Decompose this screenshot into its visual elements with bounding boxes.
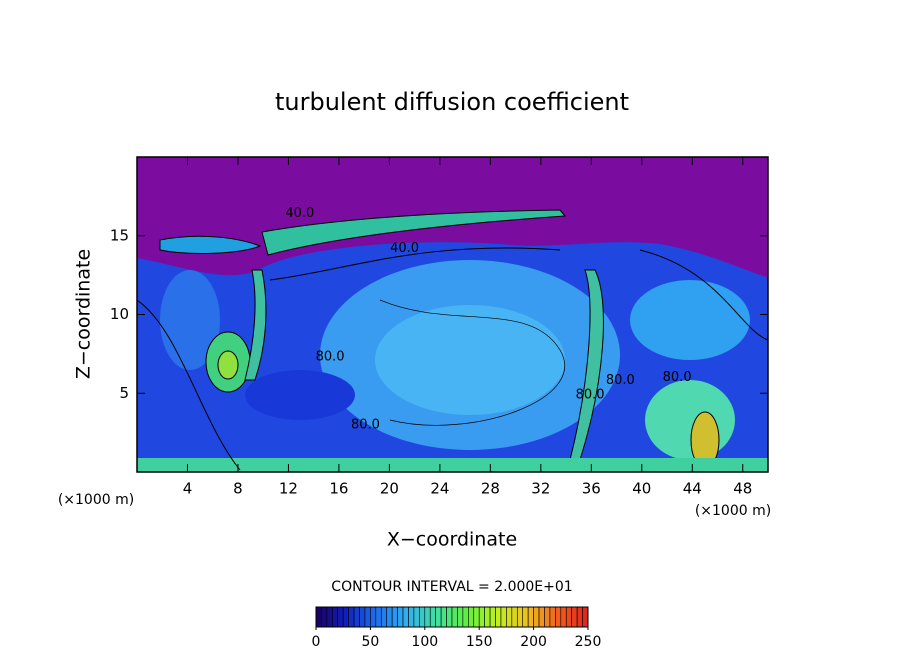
contour-label: 80.0	[606, 373, 635, 388]
colorbar-cell	[386, 606, 393, 628]
colorbar-cell	[500, 606, 507, 628]
y-tick-label: 10	[110, 305, 129, 323]
x-tick-label: 28	[481, 480, 500, 498]
colorbar-cell	[522, 606, 529, 628]
contour-label: 40.0	[390, 241, 419, 256]
colorbar-cell	[364, 606, 371, 628]
colorbar-cell	[516, 606, 524, 628]
colorbar-cell	[370, 606, 377, 628]
x-tick-label: 48	[733, 480, 752, 498]
colorbar-cell	[391, 606, 398, 628]
colorbar-cell	[321, 606, 328, 628]
colorbar-cell	[473, 606, 480, 628]
colorbar-cell	[397, 606, 404, 628]
x-tick-label: 8	[233, 480, 243, 498]
y-axis-unit: (×1000 m)	[58, 492, 134, 508]
colorbar-tick-label: 100	[411, 634, 438, 650]
colorbar-cell	[451, 606, 458, 628]
y-tick-label: 15	[110, 226, 129, 244]
contour-label: 80.0	[351, 417, 380, 432]
colorbar-cell	[549, 606, 556, 628]
colorbar-tick-label: 0	[312, 634, 321, 650]
colorbar-cell	[495, 606, 502, 628]
colorbar-cell	[457, 606, 464, 628]
colorbar-cell	[506, 606, 513, 628]
colorbar-cell	[413, 606, 420, 628]
x-tick-label: 16	[329, 480, 348, 498]
colorbar-cell	[315, 606, 322, 628]
colorbar-cell	[468, 606, 475, 628]
colorbar-tick-label: 150	[466, 634, 493, 650]
colorbar-cell	[560, 606, 567, 628]
x-tick-label: 40	[632, 480, 651, 498]
colorbar-cell	[332, 606, 339, 628]
contour-label: 80.0	[576, 387, 605, 402]
x-tick-label: 44	[683, 480, 702, 498]
colorbar-cell	[446, 606, 453, 628]
x-tick-label: 4	[183, 480, 193, 498]
y-axis-label: Z−coordinate	[73, 249, 95, 379]
x-tick-label: 24	[430, 480, 449, 498]
colorbar-cell	[424, 606, 431, 628]
colorbar-cell	[375, 606, 382, 628]
colorbar-tick-label: 50	[361, 634, 379, 650]
colorbar-cell	[419, 606, 426, 628]
contour-label: 80.0	[663, 370, 692, 385]
colorbar-cell	[342, 606, 349, 628]
colorbar-cell	[380, 606, 388, 628]
colorbar-cell	[582, 606, 589, 628]
colorbar-cell	[435, 606, 442, 628]
colorbar-cell	[359, 606, 366, 628]
colorbar-cell	[478, 606, 485, 628]
x-tick-label: 36	[582, 480, 601, 498]
colorbar-cell	[429, 606, 436, 628]
colorbar-cell	[527, 606, 534, 628]
colorbar-cell	[353, 606, 360, 628]
colorbar-cell	[337, 606, 344, 628]
x-tick-label: 12	[279, 480, 298, 498]
y-tick-label: 5	[119, 384, 129, 402]
contour-label: 40.0	[285, 206, 314, 221]
x-axis-label: X−coordinate	[387, 529, 517, 551]
colorbar-cell	[571, 606, 578, 628]
colorbar-cell	[511, 606, 518, 628]
x-tick-label: 32	[531, 480, 550, 498]
colorbar-title: CONTOUR INTERVAL = 2.000E+01	[331, 579, 572, 595]
colorbar-cell	[348, 606, 355, 628]
colorbar-cell	[408, 606, 415, 628]
colorbar-frame	[315, 606, 589, 628]
field	[137, 157, 768, 472]
colorbar-cell	[544, 606, 551, 628]
colorbar-cell	[576, 606, 583, 628]
colorbar-cell	[326, 606, 333, 628]
colorbar-cell	[440, 606, 447, 628]
colorbar-cell	[462, 606, 469, 628]
colorbar-cell	[484, 606, 491, 628]
colorbar-cell	[538, 606, 545, 628]
colorbar-cell	[533, 606, 540, 628]
x-axis-unit: (×1000 m)	[695, 503, 771, 519]
colorbar-cell	[565, 606, 572, 628]
chart-title: turbulent diffusion coefficient	[275, 88, 629, 116]
colorbar-tick-label: 200	[520, 634, 547, 650]
colorbar-cell	[555, 606, 562, 628]
contour-label: 80.0	[316, 350, 345, 365]
colorbar-cell	[402, 606, 409, 628]
colorbar-tick-label: 250	[575, 634, 602, 650]
x-tick-label: 20	[380, 480, 399, 498]
colorbar-cell	[489, 606, 496, 628]
